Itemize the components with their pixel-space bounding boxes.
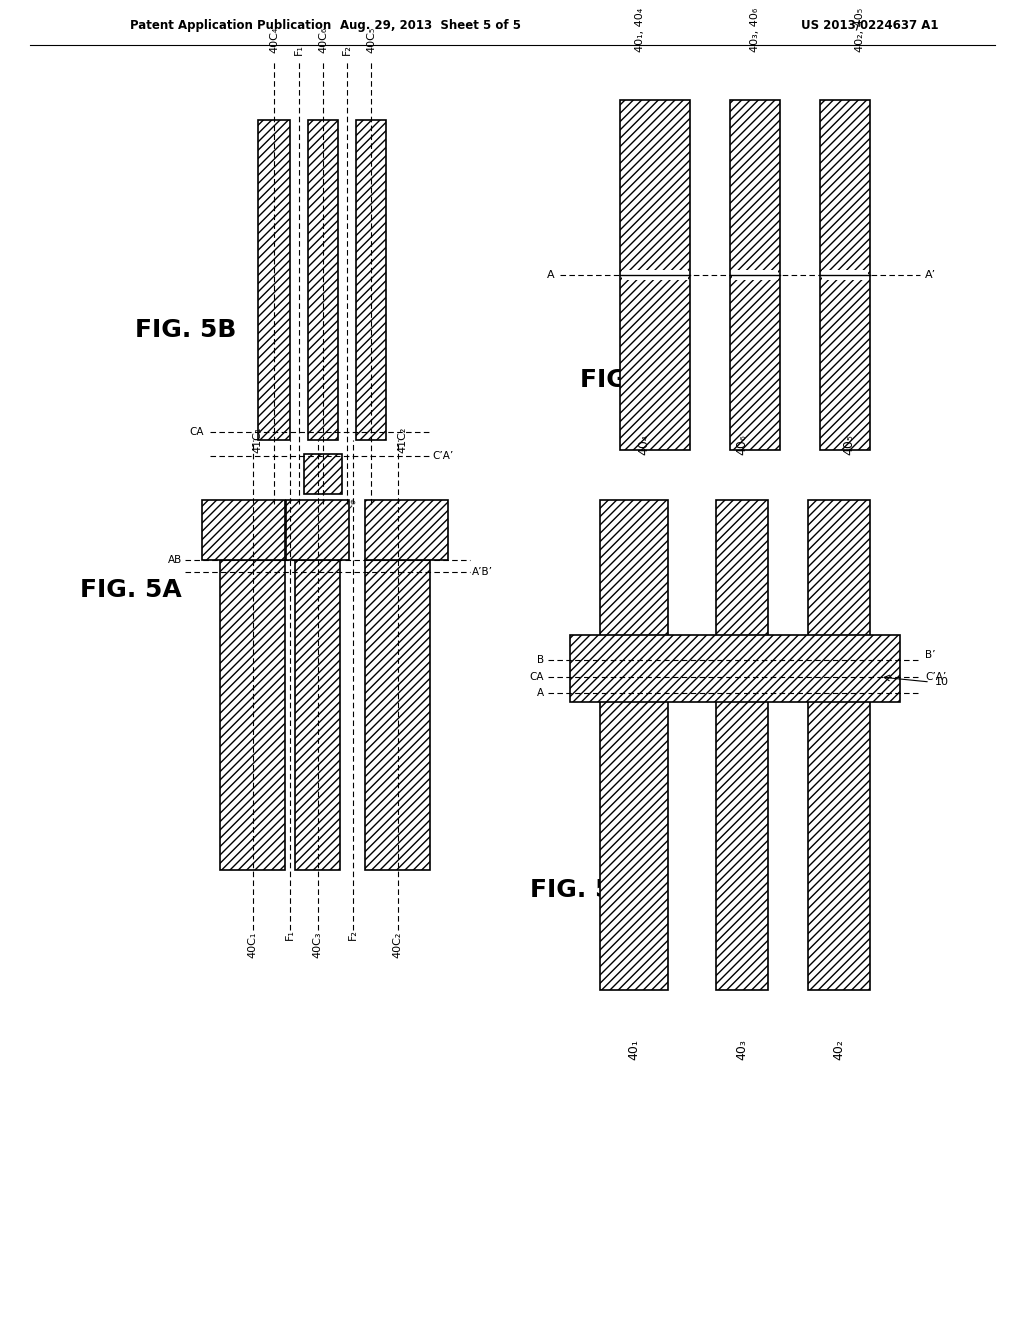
Text: 40₄: 40₄ xyxy=(638,434,650,455)
Text: 40C₅: 40C₅ xyxy=(366,26,376,53)
Text: B: B xyxy=(537,655,544,665)
Bar xyxy=(730,100,780,450)
Bar xyxy=(308,120,338,440)
Text: CA: CA xyxy=(529,672,544,682)
Text: 40₂: 40₂ xyxy=(833,1040,846,1060)
Text: Patent Application Publication: Patent Application Publication xyxy=(130,18,331,32)
Bar xyxy=(716,500,768,990)
Text: F₁: F₁ xyxy=(285,929,295,940)
Bar xyxy=(820,100,870,450)
Text: FIG. 5C: FIG. 5C xyxy=(530,878,631,902)
Text: A’: A’ xyxy=(925,271,936,280)
Bar xyxy=(202,500,285,560)
Bar xyxy=(365,560,430,870)
Text: AB: AB xyxy=(168,554,182,565)
Text: F₂: F₂ xyxy=(347,929,357,940)
Text: F₁: F₁ xyxy=(294,45,304,55)
Bar xyxy=(620,100,690,450)
Text: CA: CA xyxy=(189,426,204,437)
Text: F₂: F₂ xyxy=(342,45,352,55)
Text: A’B’: A’B’ xyxy=(472,568,493,577)
Text: C’A’: C’A’ xyxy=(432,451,454,461)
Text: A: A xyxy=(548,271,555,280)
Text: 40C₃: 40C₃ xyxy=(312,932,323,958)
Text: 40₁, 40₄: 40₁, 40₄ xyxy=(635,8,645,51)
Bar xyxy=(220,560,285,870)
Text: 40₆: 40₆ xyxy=(735,434,749,455)
Text: Aug. 29, 2013  Sheet 5 of 5: Aug. 29, 2013 Sheet 5 of 5 xyxy=(340,18,520,32)
Bar xyxy=(732,271,778,280)
Text: 40₅: 40₅ xyxy=(843,434,855,455)
Text: 40C₂: 40C₂ xyxy=(392,932,402,958)
Text: 40₃: 40₃ xyxy=(735,1040,749,1060)
Text: FIG. 5B: FIG. 5B xyxy=(135,318,237,342)
Bar xyxy=(356,120,386,440)
Text: 40C₆: 40C₆ xyxy=(318,26,328,53)
Text: 41C₆: 41C₆ xyxy=(333,496,358,521)
Bar xyxy=(808,500,870,990)
Text: B’: B’ xyxy=(925,649,936,660)
Text: 10: 10 xyxy=(935,677,949,686)
Bar xyxy=(295,560,340,870)
Bar xyxy=(365,500,449,560)
Text: 40C₄: 40C₄ xyxy=(269,26,279,53)
Text: FIG. 5A: FIG. 5A xyxy=(80,578,181,602)
Text: 40₃, 40₆: 40₃, 40₆ xyxy=(750,8,760,51)
Bar xyxy=(304,454,342,494)
Text: 41C₂: 41C₂ xyxy=(397,426,408,453)
Bar xyxy=(600,500,668,990)
Text: 40₂, 40₅: 40₂, 40₅ xyxy=(855,8,865,51)
Text: C’A’: C’A’ xyxy=(925,672,946,682)
Bar xyxy=(622,271,688,280)
Text: US 2013/0224637 A1: US 2013/0224637 A1 xyxy=(801,18,939,32)
Text: 40C₁: 40C₁ xyxy=(248,932,257,958)
Text: 41C₁: 41C₁ xyxy=(253,426,262,453)
Text: 40₁: 40₁ xyxy=(628,1040,640,1060)
Bar xyxy=(822,271,868,280)
Text: FIG. 5D: FIG. 5D xyxy=(580,368,683,392)
Bar xyxy=(286,500,349,560)
Bar xyxy=(570,635,900,702)
Text: A: A xyxy=(537,688,544,698)
Bar xyxy=(258,120,290,440)
